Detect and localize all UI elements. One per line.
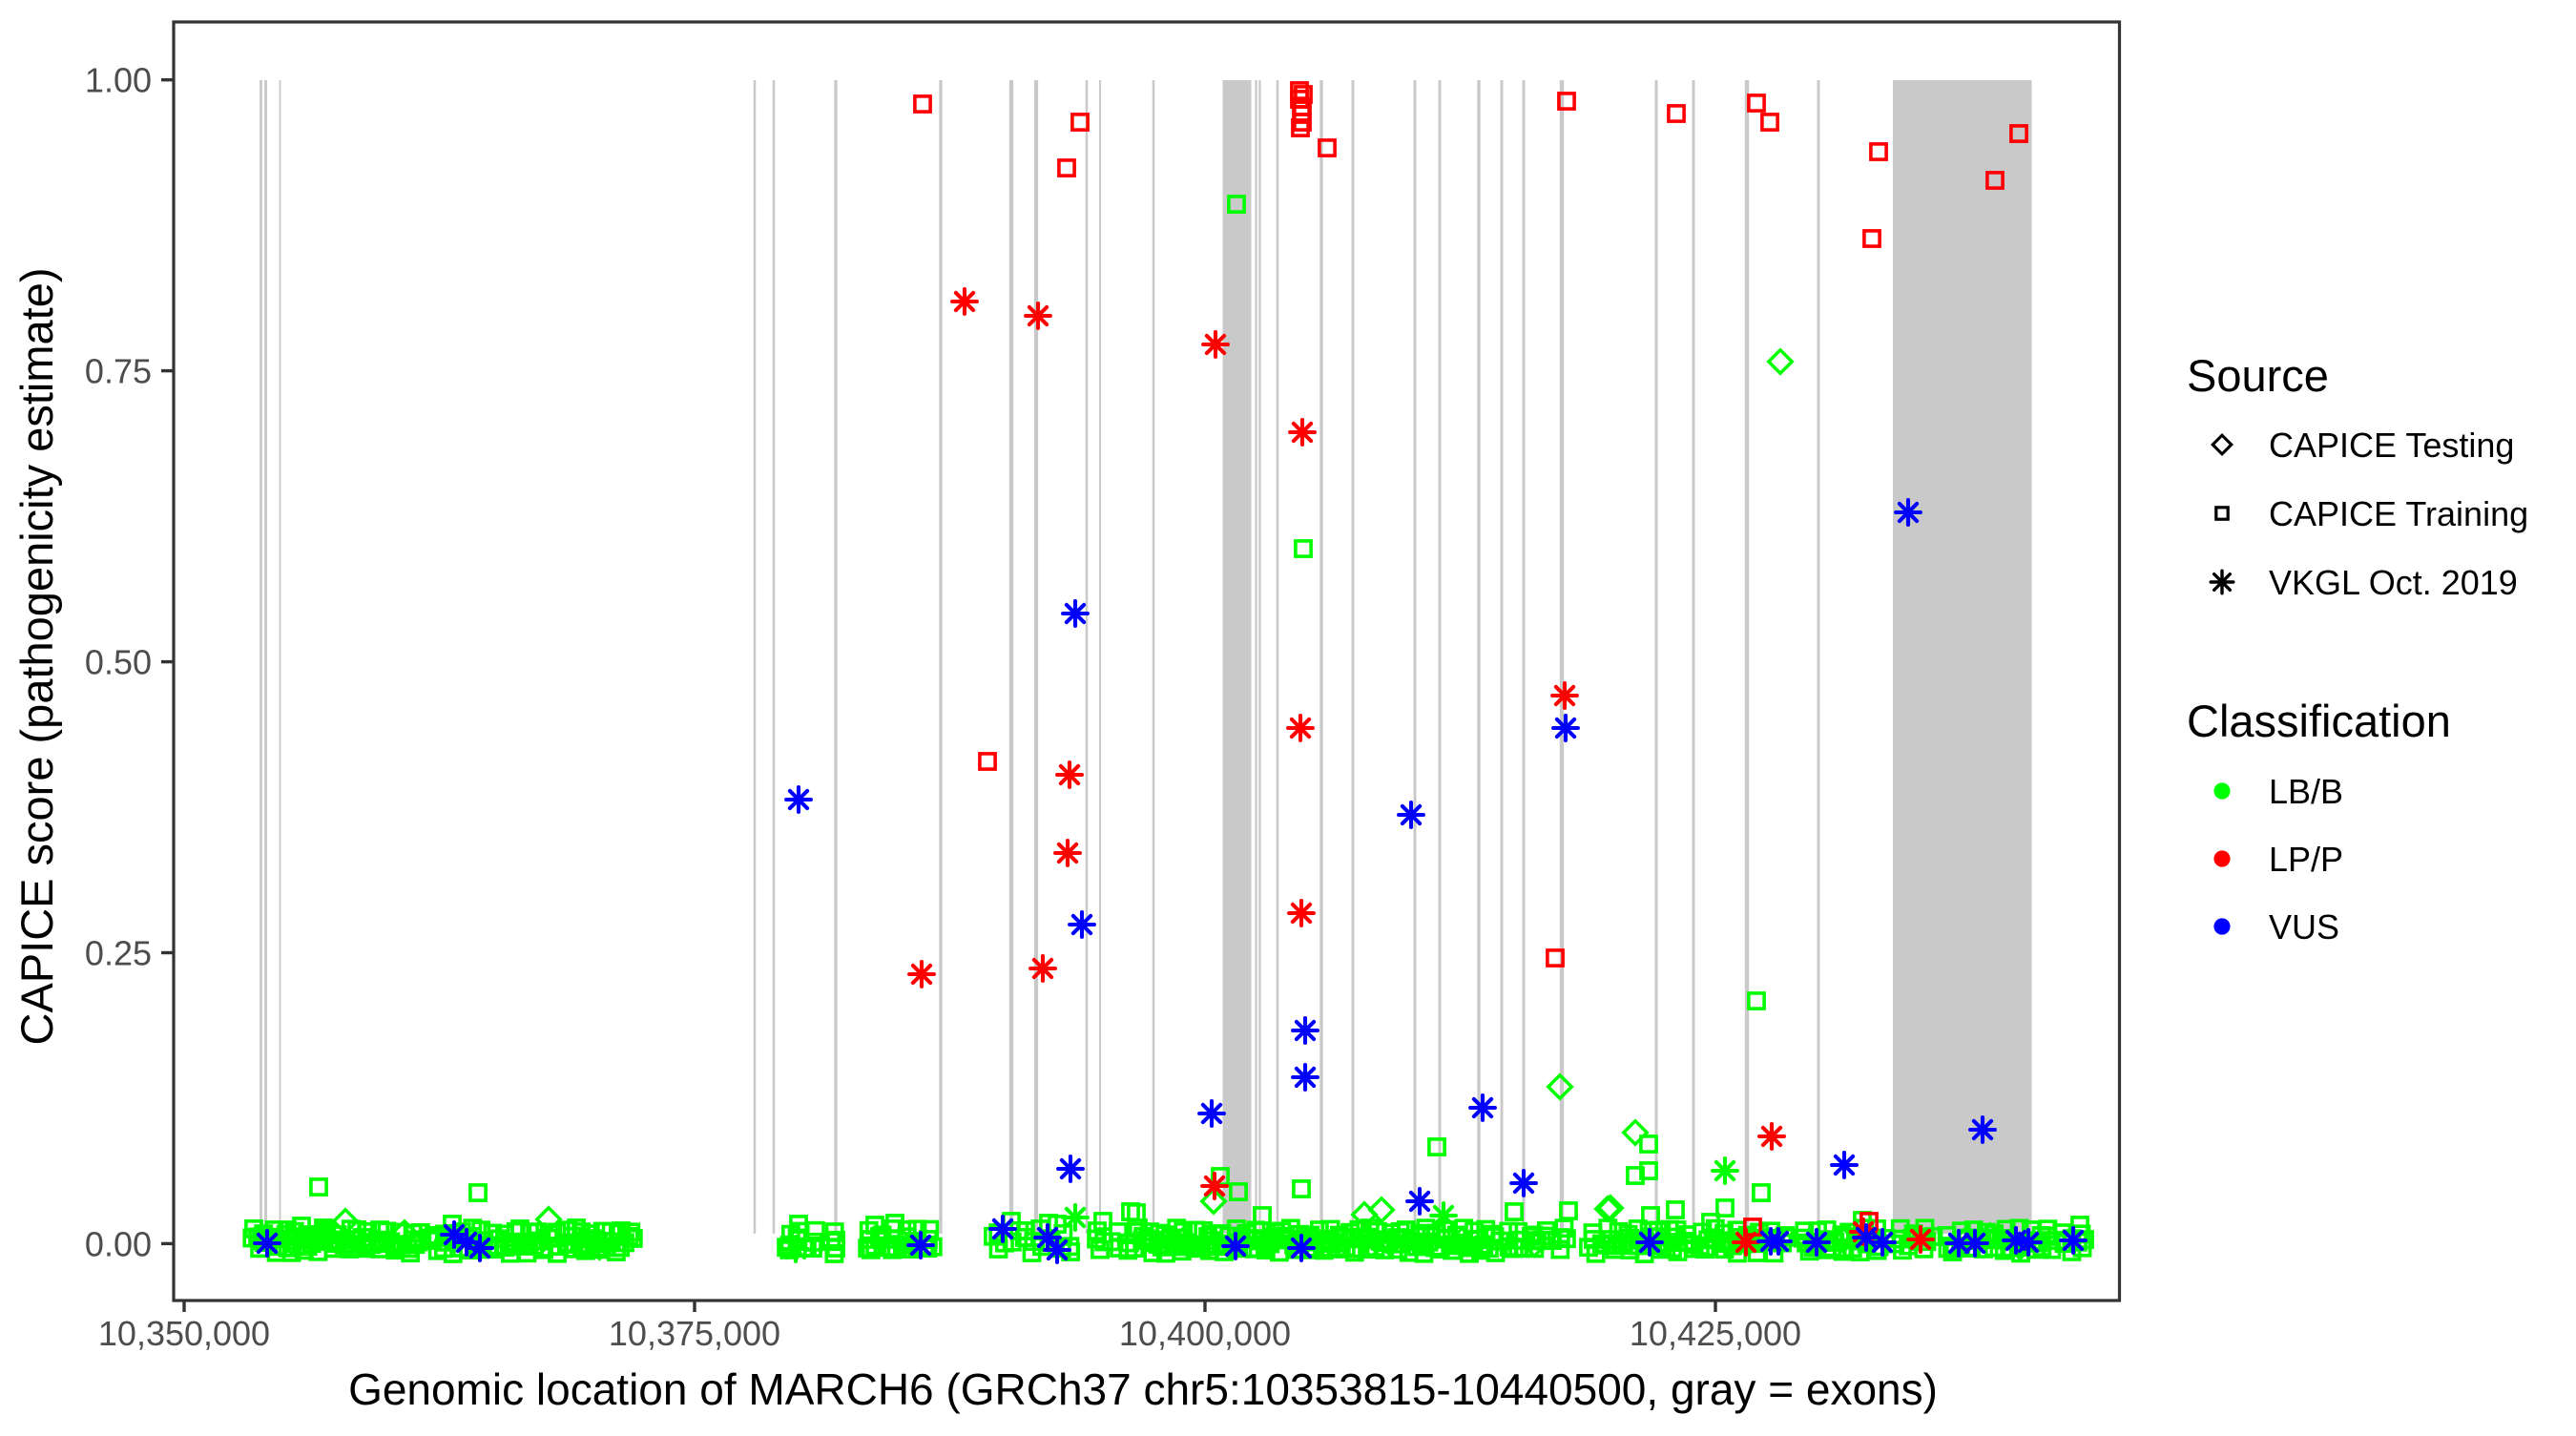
svg-text:10,375,000: 10,375,000 [609, 1314, 780, 1353]
svg-text:Genomic location of MARCH6 (GR: Genomic location of MARCH6 (GRCh37 chr5:… [348, 1364, 1938, 1414]
svg-text:CAPICE Training: CAPICE Training [2269, 494, 2528, 533]
svg-text:1.00: 1.00 [85, 61, 152, 100]
svg-text:LB/B: LB/B [2269, 772, 2343, 811]
svg-text:VKGL Oct. 2019: VKGL Oct. 2019 [2269, 563, 2518, 602]
svg-text:Classification: Classification [2187, 696, 2451, 746]
svg-text:LP/P: LP/P [2269, 840, 2343, 879]
svg-text:CAPICE Testing: CAPICE Testing [2269, 426, 2514, 465]
svg-text:VUS: VUS [2269, 907, 2339, 947]
svg-text:10,400,000: 10,400,000 [1119, 1314, 1291, 1353]
svg-text:0.25: 0.25 [85, 934, 152, 973]
svg-text:0.50: 0.50 [85, 643, 152, 682]
svg-text:10,350,000: 10,350,000 [98, 1314, 270, 1353]
svg-text:0.75: 0.75 [85, 352, 152, 391]
svg-text:10,425,000: 10,425,000 [1630, 1314, 1801, 1353]
svg-text:Source: Source [2187, 350, 2329, 401]
svg-text:CAPICE score (pathogenicity es: CAPICE score (pathogenicity estimate) [11, 268, 62, 1046]
svg-text:0.00: 0.00 [85, 1224, 152, 1263]
